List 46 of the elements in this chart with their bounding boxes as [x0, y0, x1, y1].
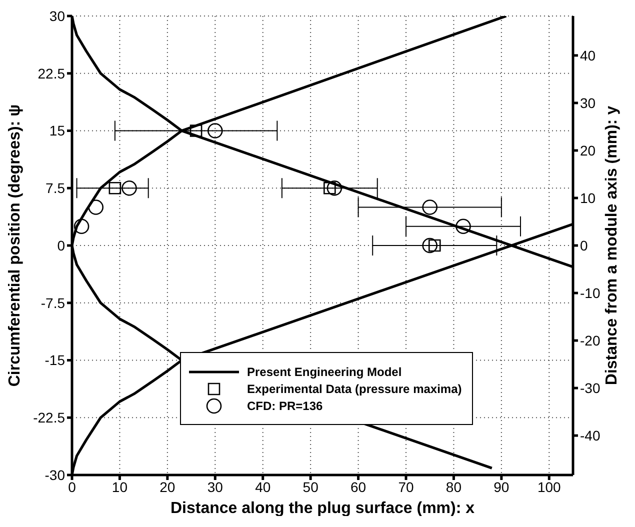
y2-tick-label: -20: [580, 332, 600, 348]
point: [428, 239, 441, 252]
point: [207, 123, 223, 138]
y2-tick-label: -10: [580, 284, 600, 301]
y-tick-label: -15: [44, 352, 66, 368]
point: [74, 218, 90, 234]
x-tick-label: 20: [160, 478, 176, 495]
y-tick-label: 7.5: [46, 180, 66, 196]
x-tick-label: 100: [537, 478, 562, 495]
point: [190, 124, 202, 137]
y2-axis-title: Distance from a module axis (mm): y: [604, 106, 621, 386]
y2-tick-label: -30: [580, 380, 600, 396]
point: [456, 218, 471, 234]
y-tick-label: -7.5: [40, 294, 66, 311]
point: [422, 238, 438, 254]
point: [122, 180, 137, 196]
x-tick-label: 50: [302, 478, 319, 495]
legend-label: Present Engineering Model: [247, 364, 402, 378]
point: [324, 182, 336, 194]
y-tick-label: 15: [49, 122, 66, 139]
point: [326, 180, 342, 196]
point: [108, 182, 122, 194]
y2-tick-label: 30: [580, 94, 596, 111]
point: [88, 200, 104, 215]
y2-tick-label: 40: [580, 47, 596, 64]
x-tick-label: 40: [255, 478, 271, 495]
y-tick-label: -30: [44, 466, 66, 483]
x-tick-label: 10: [112, 478, 128, 495]
x-tick-label: 60: [350, 478, 366, 495]
y2-tick-label: 10: [580, 190, 596, 206]
x-tick-label: 0: [68, 478, 76, 495]
legend-label: CFD: PR=136: [247, 398, 323, 412]
y-tick-label: 22.5: [38, 65, 66, 82]
x-tick-label: 30: [207, 478, 224, 495]
y-axis-title: Circumferential position (degrees): ψ: [6, 104, 24, 387]
legend-label: Experimental Data (pressure maxima): [247, 382, 462, 396]
y2-tick-label: -40: [580, 428, 600, 444]
y-tick-label: -22.5: [33, 410, 66, 426]
x-tick-label: 70: [398, 478, 414, 495]
x-tick-label: 90: [494, 478, 510, 495]
y2-tick-label: 20: [580, 142, 596, 158]
y2-tick-label: 0: [580, 237, 588, 254]
y-tick-label: 0: [57, 237, 66, 254]
y-tick-label: 30: [49, 8, 66, 24]
x-tick-label: 80: [446, 478, 462, 495]
point: [422, 200, 438, 215]
